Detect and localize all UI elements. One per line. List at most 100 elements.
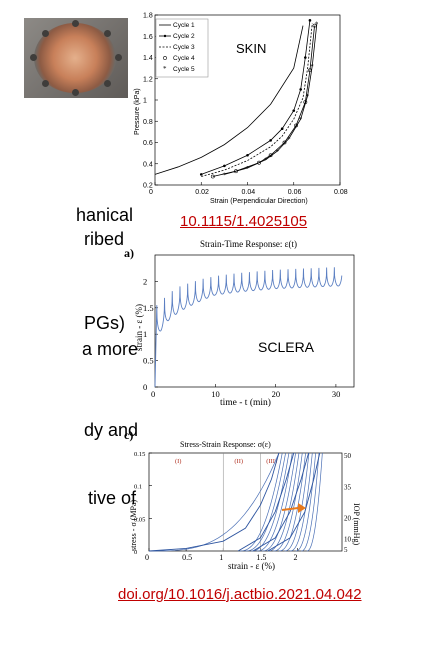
skin-series-marker: * [315, 21, 319, 29]
skin-series-line [154, 25, 304, 175]
c-iop-tick-label: 5 [344, 546, 348, 554]
sclera-doi-link[interactable]: doi.org/10.1016/j.actbio.2021.04.042 [118, 586, 362, 603]
skin-y-tick-label: 1.8 [143, 13, 153, 20]
skin-series-marker [210, 174, 215, 179]
skin-series-marker [292, 109, 296, 112]
c-x-tick-label: 1 [219, 553, 223, 562]
stress-strain-curve [245, 452, 286, 552]
skin-x-tick-label: 0.08 [334, 189, 348, 196]
c-region-label: (II) [234, 458, 243, 465]
skin-y-tick-label: 1.6 [143, 34, 153, 41]
strain-time-title: Strain-Time Response: ε(t) [200, 239, 297, 249]
a-y-tick-label: 1.5 [143, 303, 154, 313]
skin-y-tick-label: 1 [143, 98, 147, 105]
skin-x-tick-label: 0.02 [195, 189, 209, 196]
skin-series-marker: * [246, 165, 250, 173]
skin-y-tick-label: 0.8 [143, 119, 153, 126]
stress-strain-curve [239, 452, 283, 552]
c-x-tick-label: 0.5 [182, 553, 192, 562]
skin-series-marker [257, 160, 261, 165]
a-y-tick-label: 2 [143, 276, 147, 286]
skin-series-line [212, 25, 315, 177]
skin-series-marker: * [222, 171, 226, 179]
skin-series-marker [234, 169, 238, 174]
skin-series-marker: * [299, 116, 303, 124]
skin-series-marker: * [276, 148, 280, 156]
panel-c-label: c) [124, 428, 133, 442]
c-y-tick-label: 0 [134, 549, 137, 556]
text-fragment-2: ribed [84, 229, 125, 249]
skin-doi-link[interactable]: 10.1115/1.4025105 [180, 213, 308, 230]
c-y-tick-label: 0.15 [134, 451, 145, 458]
stress-strain-series-line [148, 452, 280, 552]
text-fragment-6: tive of [88, 488, 137, 508]
skin-legend: Cycle 1 Cycle 2 Cycle 3 Cycle 4 * Cycle … [155, 18, 209, 78]
c-iop-tick-label: 35 [344, 483, 352, 491]
c-x-tick-label: 2 [293, 553, 297, 562]
skin-sample-photo [24, 18, 128, 98]
c-iop-tick-label: 10 [344, 536, 352, 544]
c-x-tick-label: 1.5 [256, 553, 266, 562]
skin-series-marker [304, 56, 307, 59]
text-fragment-3: PGs) [84, 313, 126, 333]
c-iop-tick-label: 50 [344, 452, 352, 460]
sclera-strain-time-chart: a) Strain-Time Response: ε(t) 0 10 20 30 0 0.… [124, 239, 355, 408]
c-y-tick-label: 0.1 [134, 484, 142, 491]
text-fragment-1: hanical [76, 205, 134, 225]
skin-series-marker [308, 19, 312, 22]
skin-y-tick-label: 1.2 [143, 76, 153, 83]
stress-strain-ylabel: stress - σ (MPa) [129, 499, 138, 551]
skin-series-marker [246, 153, 249, 157]
skin-series-line [224, 23, 318, 175]
skin-x-tick-label: 0.04 [242, 189, 256, 196]
legend-cycle-2: Cycle 2 [173, 33, 195, 40]
skin-series-marker: * [287, 135, 291, 143]
skin-x-tick-label: 0 [149, 189, 153, 196]
c-plot-frame [148, 452, 343, 552]
c-iop-tick-label: 20 [344, 515, 352, 523]
skin-series-marker: * [310, 63, 314, 71]
legend-cycle-5: Cycle 5 [173, 66, 195, 73]
stress-strain-series-line [267, 452, 321, 552]
stress-strain-xlabel: strain - ε (%) [228, 561, 275, 571]
skin-x-tick-label: 0.06 [288, 189, 302, 196]
a-y-tick-label: 0.5 [143, 356, 154, 366]
skin-series-marker [223, 164, 226, 168]
skin-series-marker [280, 127, 284, 130]
stress-strain-series-line [237, 452, 295, 552]
skin-series-line [201, 23, 313, 177]
skin-y-tick-label: 1.4 [143, 55, 153, 62]
strain-time-xlabel: time - t (min) [220, 397, 271, 408]
skin-pressure-strain-chart: 0 0.02 0.04 0.06 0.08 0.2 0.4 0.6 0.8 1 1.2 1.4 1.6 1… [134, 13, 348, 206]
skin-series-marker [282, 140, 287, 145]
a-x-tick-label: 10 [211, 389, 220, 399]
legend-cycle-1: Cycle 1 [173, 22, 195, 29]
c-x-tick-label: 0 [145, 553, 149, 562]
stress-strain-curve [256, 452, 293, 552]
svg-text:*: * [163, 65, 167, 73]
a-plot-frame [154, 254, 355, 388]
skin-series-marker: * [306, 93, 310, 101]
sclera-label: SCLERA [258, 339, 315, 355]
c-y-tick-label: 0.05 [134, 516, 145, 523]
stress-strain-curve [295, 452, 316, 552]
skin-series-marker: * [264, 157, 268, 165]
skin-y-tick-label: 0.6 [143, 140, 153, 147]
orange-arrow [281, 503, 306, 513]
skin-series-marker [312, 23, 317, 28]
c-region-label: (III) [266, 458, 277, 465]
iop-axis-label: IOP (mmHg) [352, 503, 361, 545]
skin-y-tick-label: 0.4 [143, 161, 153, 168]
sclera-stress-strain-chart: c) Stress-Strain Response: σ(ε) 0 0.5 1 1.5… [124, 428, 361, 571]
skin-xlabel: Strain (Perpendicular Direction) [210, 198, 308, 205]
a-x-tick-label: 0 [151, 389, 155, 399]
stress-strain-curve [148, 452, 280, 552]
strain-time-curve [154, 267, 343, 388]
legend-cycle-4: Cycle 4 [173, 55, 195, 62]
stress-strain-title: Stress-Strain Response: σ(ε) [180, 440, 271, 449]
text-fragment-5: dy and [84, 420, 139, 440]
stress-strain-curve [278, 452, 306, 552]
stress-strain-curve [267, 452, 300, 552]
stress-strain-curve [306, 452, 323, 552]
strain-time-ylabel: strain - ε (%) [134, 304, 144, 351]
